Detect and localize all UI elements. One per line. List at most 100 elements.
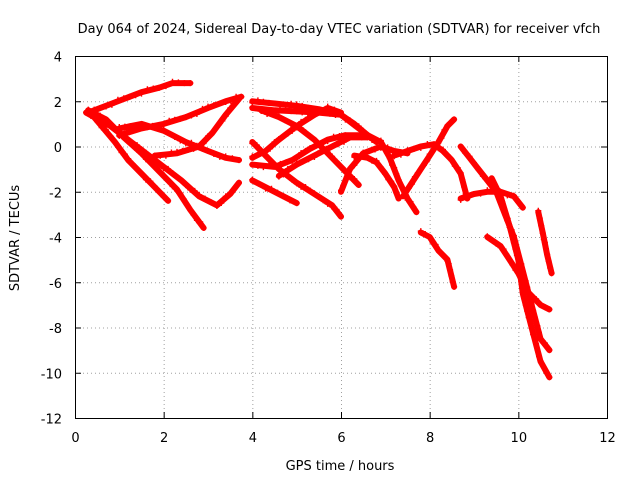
data-point [196,191,203,198]
data-point [448,157,455,164]
data-point [205,103,211,110]
data-point [491,182,498,189]
data-point [299,109,306,116]
data-point [129,142,136,149]
data-point [307,133,313,140]
data-point [222,113,229,120]
series-track-04 [85,106,172,204]
data-point [169,78,176,85]
data-point [138,171,145,178]
data-point [89,112,96,119]
data-point [179,147,186,154]
data-point [216,100,223,107]
data-point [484,187,491,194]
y-tick-label: 2 [54,96,62,111]
data-point [541,304,548,311]
data-point [129,160,136,167]
data-point [271,100,278,107]
data-point [138,121,145,128]
data-point [438,135,445,142]
data-point [440,146,446,153]
data-point [210,151,217,157]
data-point [383,149,390,156]
data-point [302,116,309,123]
data-point [536,215,543,222]
data-point [404,147,411,154]
data-point [216,121,223,128]
data-point [432,241,439,248]
data-point [208,199,214,206]
data-point [358,134,365,141]
y-tick-label: 0 [54,141,62,156]
data-point [121,151,128,158]
data-point [111,139,118,145]
data-point [457,169,464,176]
data-point [151,183,158,190]
data-point [174,174,180,180]
data-point [538,222,545,229]
data-point [546,347,553,354]
data-point [260,164,267,171]
data-point [177,115,184,122]
data-point [493,240,500,247]
data-point [510,192,517,199]
data-point [537,337,544,344]
data-point [236,157,242,164]
data-point [317,148,324,155]
data-point [121,131,128,138]
data-point [330,133,337,140]
data-point [329,153,336,160]
data-point [298,150,305,156]
data-point [395,176,402,183]
data-point [540,363,547,370]
data-point [160,172,167,179]
data-point [180,196,187,202]
data-point [307,114,313,121]
y-tick-label: -4 [49,232,62,247]
data-point [134,166,141,173]
data-point [134,147,141,153]
data-point [187,186,194,193]
data-point [202,195,208,202]
data-point [541,340,548,347]
data-point [504,215,511,222]
series-track-13 [249,139,344,220]
data-point [262,185,269,192]
data-point [410,203,417,210]
data-point [484,233,491,240]
data-point [342,177,349,184]
data-point [366,148,373,154]
data-point [125,137,132,144]
data-point [293,160,300,167]
data-point [506,256,513,263]
data-point [142,176,149,183]
data-point [311,136,318,143]
data-point [357,152,364,159]
data-point [178,177,185,184]
x-axis-label: GPS time / hours [286,459,395,474]
data-point [205,133,211,140]
data-point [174,148,180,155]
grid [75,56,607,418]
data-point [311,154,318,160]
data-point [531,334,538,341]
data-point [380,143,387,150]
data-point [108,101,115,108]
data-point [447,266,454,273]
data-point [411,145,418,152]
data-point [126,93,133,100]
data-point [391,183,398,190]
x-tick-label: 2 [160,431,168,446]
data-point [311,190,318,197]
data-point [408,181,415,188]
data-point [333,158,340,165]
data-point [411,173,418,180]
data-point [205,148,211,154]
data-point [391,153,398,160]
data-point [258,147,265,154]
data-point [107,121,114,128]
data-point [147,157,154,164]
data-point [377,137,384,144]
y-tick-label: 4 [54,51,62,66]
x-tick-label: 0 [71,431,79,446]
